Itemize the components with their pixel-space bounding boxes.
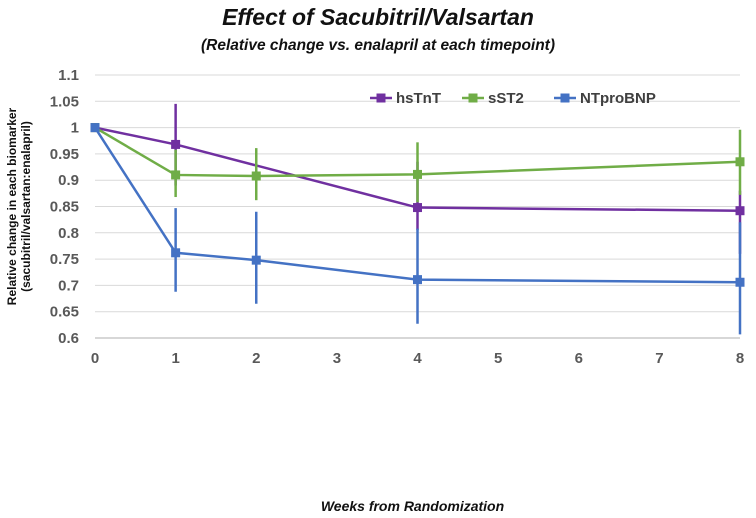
- data-point: [413, 203, 422, 213]
- x-tick-label: 0: [91, 350, 99, 367]
- x-tick-label: 3: [333, 350, 341, 367]
- y-tick-label: 0.95: [50, 146, 79, 163]
- data-point: [413, 275, 422, 285]
- y-tick-label: 0.8: [58, 225, 79, 242]
- legend-swatch-marker: [560, 93, 570, 103]
- legend-label: hsTnT: [396, 90, 441, 107]
- x-tick-labels: 0 1 2 3 4 5 6 7 8: [91, 350, 744, 367]
- legend-item-hstnt: hsTnT: [370, 90, 441, 107]
- chart-title: Effect of Sacubitril/Valsartan: [222, 4, 534, 30]
- data-point: [735, 157, 745, 167]
- x-tick-label: 7: [655, 350, 663, 367]
- y-tick-label: 0.9: [58, 172, 79, 189]
- series-sst2: [90, 123, 745, 203]
- data-point: [251, 171, 261, 181]
- data-point: [171, 170, 181, 180]
- y-tick-label: 0.85: [50, 199, 79, 216]
- data-point: [251, 255, 261, 265]
- legend-swatch-marker: [468, 93, 478, 103]
- legend-item-ntprobnp: NTproBNP: [554, 90, 656, 107]
- x-tick-label: 2: [252, 350, 260, 367]
- x-tick-label: 6: [575, 350, 583, 367]
- x-tick-label: 4: [413, 350, 422, 367]
- data-point: [735, 277, 745, 287]
- x-tick-label: 1: [171, 350, 179, 367]
- x-axis-title: Weeks from Randomization: [321, 498, 504, 514]
- series-ntprobnp: [90, 123, 745, 335]
- y-tick-label: 0.7: [58, 277, 79, 294]
- y-tick-label: 0.75: [50, 251, 79, 268]
- y-tick-label: 0.65: [50, 304, 79, 321]
- data-point: [90, 123, 100, 133]
- series-layer: [90, 103, 745, 335]
- legend-swatch-marker: [376, 93, 386, 103]
- data-point: [735, 206, 745, 216]
- legend-item-sst2: sST2: [462, 90, 524, 107]
- legend-label: sST2: [488, 90, 524, 107]
- chart-subtitle: (Relative change vs. enalapril at each t…: [200, 37, 556, 54]
- x-tick-label: 8: [736, 350, 744, 367]
- y-tick-labels: 0.6 0.65 0.7 0.75 0.8 0.85 0.9 0.95 1 1.05 1.1: [50, 67, 79, 347]
- y-tick-label: 1.05: [50, 93, 79, 110]
- y-tick-label: 1.1: [58, 67, 79, 84]
- data-point: [171, 139, 181, 149]
- data-point: [413, 169, 422, 179]
- y-tick-label: 0.6: [58, 330, 79, 347]
- x-tick-label: 5: [494, 350, 502, 367]
- y-axis-title-line2: (sacubitril/valsartan:enalapril): [19, 121, 33, 292]
- legend-label: NTproBNP: [580, 90, 656, 107]
- legend: hsTnT sST2 NTproBNP: [370, 90, 656, 107]
- y-axis-title-line1: Relative change in each biomarker: [5, 107, 19, 305]
- y-tick-label: 1: [71, 120, 79, 137]
- data-point: [171, 248, 181, 258]
